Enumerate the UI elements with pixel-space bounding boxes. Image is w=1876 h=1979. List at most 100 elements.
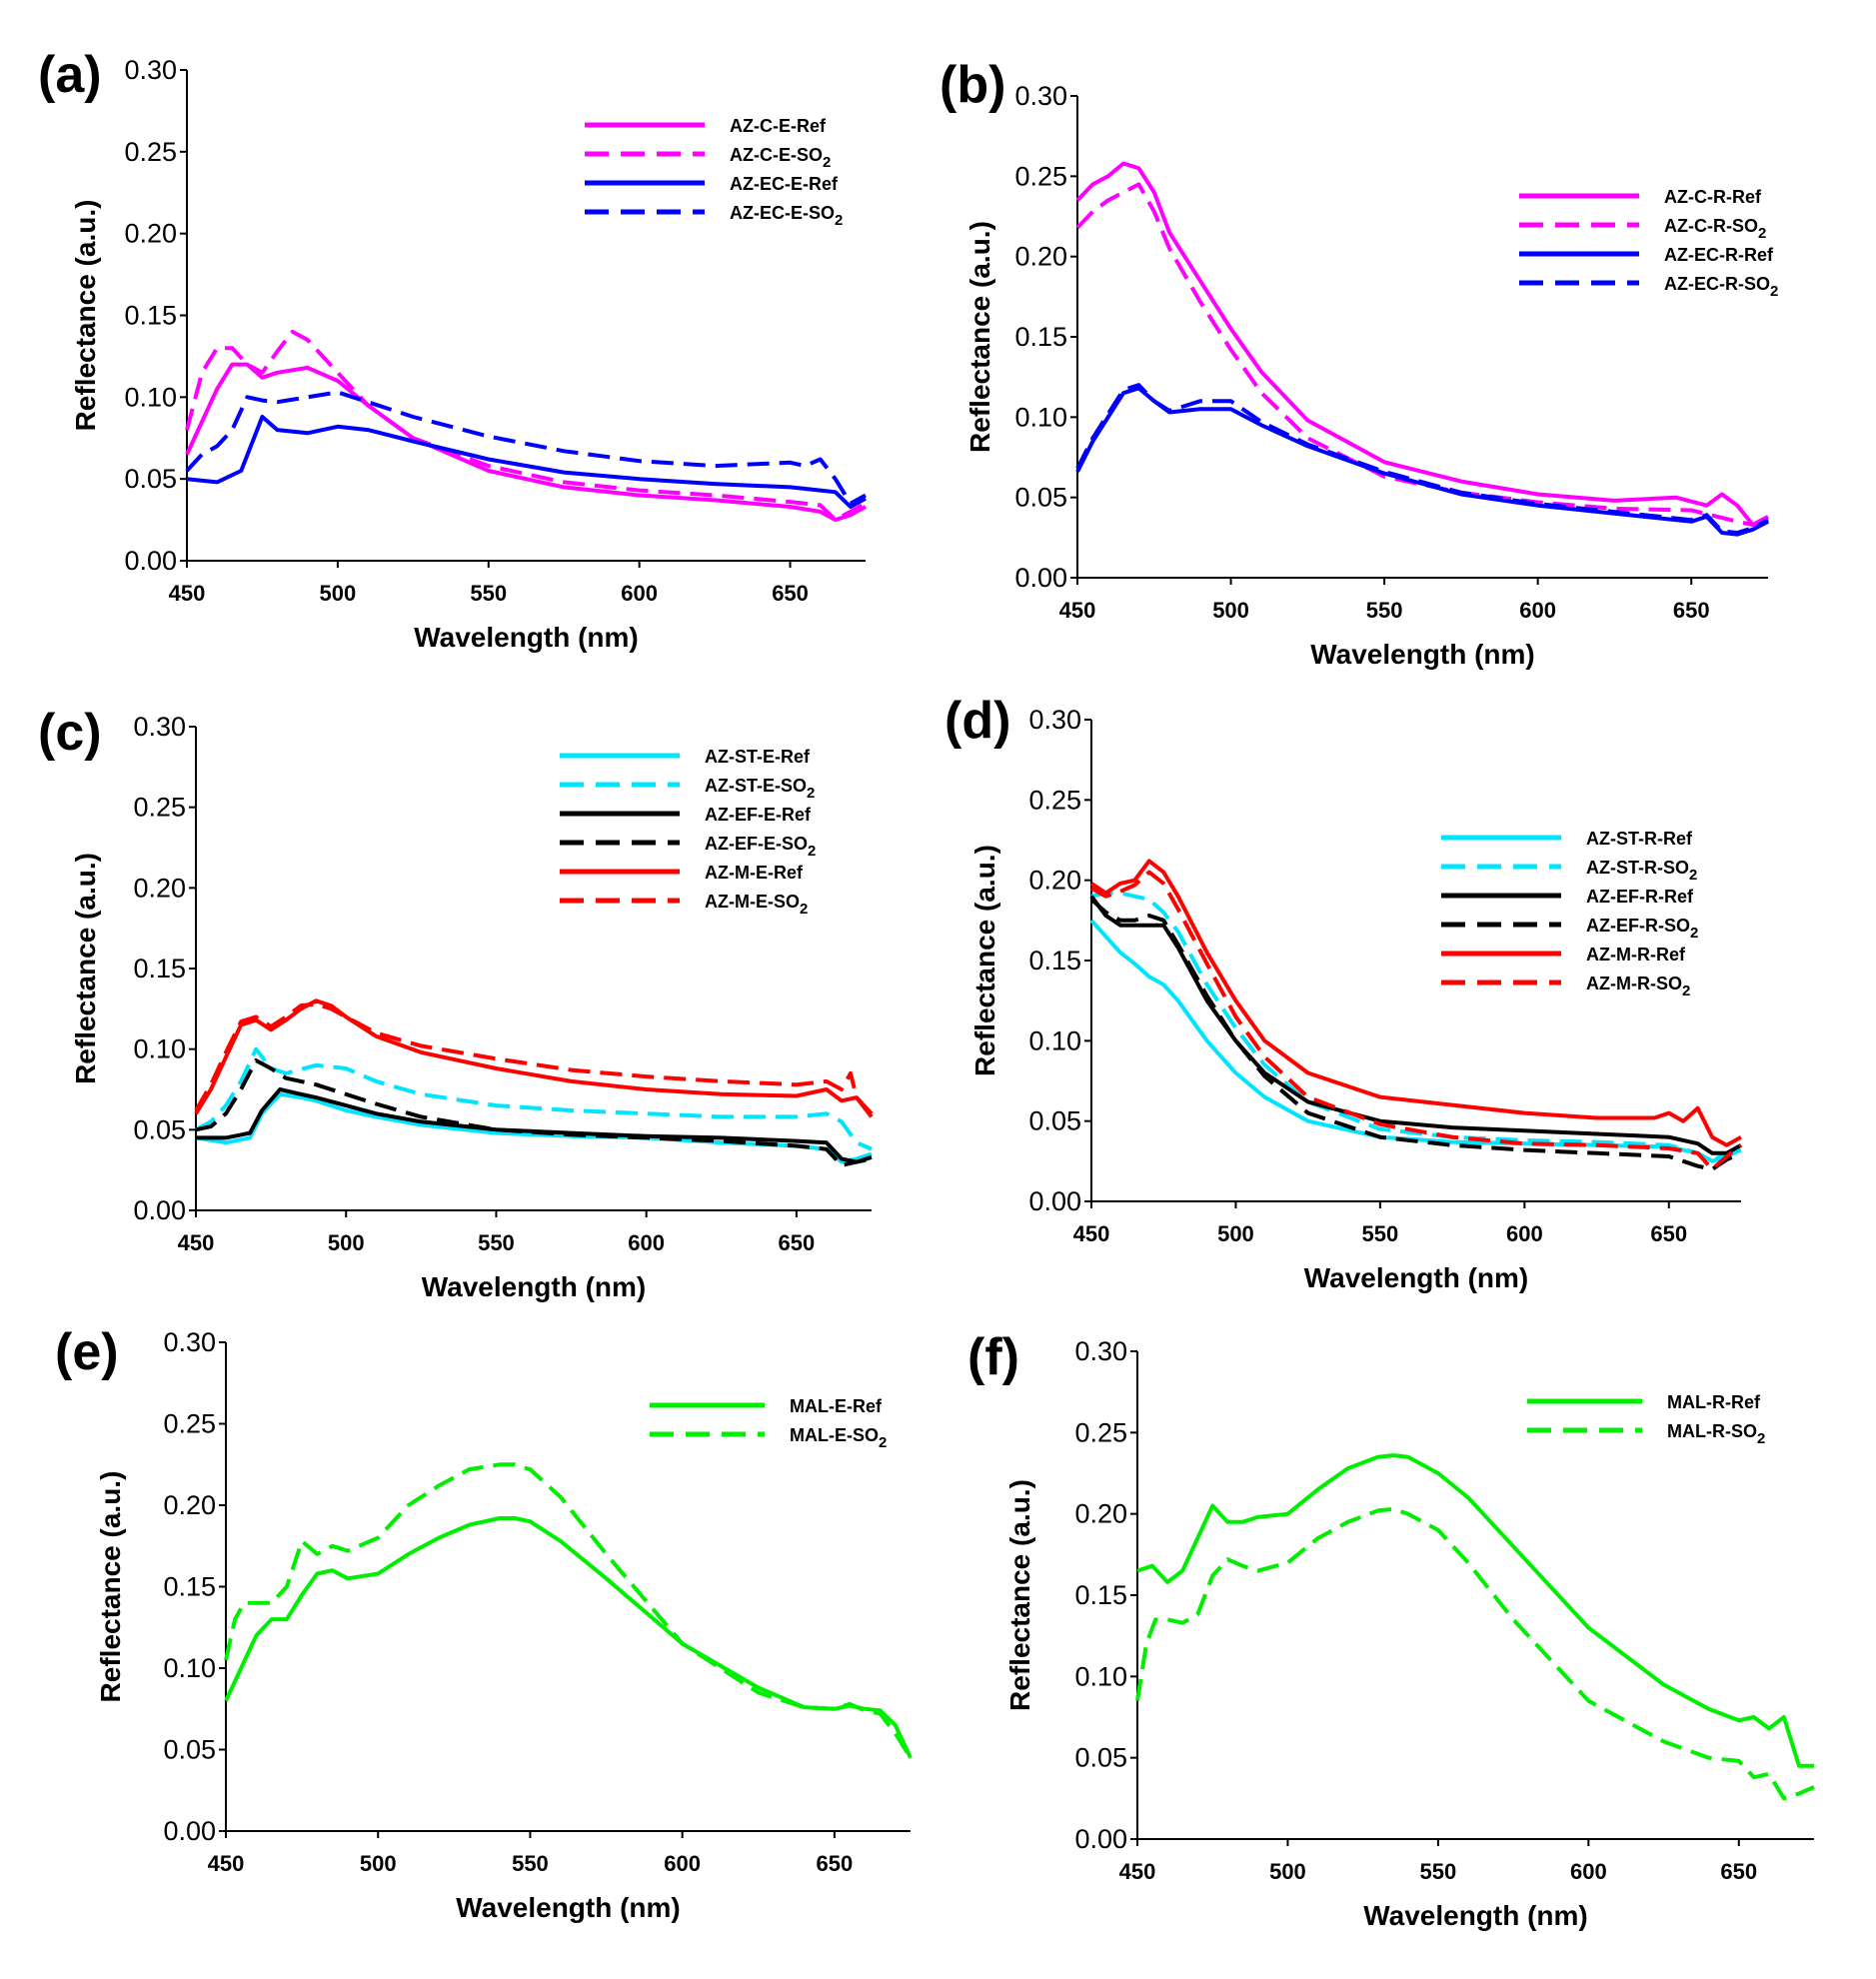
y-tick-label: 0.05 (124, 464, 177, 494)
x-tick-label: 500 (360, 1851, 397, 1876)
legend-subscript: 2 (835, 212, 843, 229)
series-line-az-c-e-so2 (185, 329, 867, 523)
x-tick-label: 600 (621, 581, 658, 606)
legend-subscript: 2 (879, 1434, 887, 1451)
y-tick-label: 0.15 (133, 954, 186, 984)
x-tick-label: 450 (208, 1851, 245, 1876)
legend-subscript: 2 (807, 785, 815, 802)
y-tick-label: 0.25 (1074, 1417, 1127, 1447)
x-tick-label: 650 (1650, 1221, 1687, 1246)
chart-panel-4: (d) 0.00 0.05 0.10 0.15 0.20 0.25 0.30 450 500 550… (944, 692, 1743, 1293)
series-line-mal-r-ref (1136, 1453, 1814, 1768)
legend-label: MAL-E-SO2 (790, 1425, 887, 1451)
legend-label: AZ-EC-E-SO2 (730, 203, 843, 229)
panel-label: (a) (38, 46, 102, 104)
x-axis-title: Wavelength (nm) (1310, 639, 1535, 670)
series-line-az-m-r-ref (1089, 859, 1742, 1147)
panel-label: (b) (939, 56, 1005, 114)
x-tick-label: 500 (320, 581, 357, 606)
x-axis-title: Wavelength (nm) (1304, 1262, 1529, 1293)
y-axis-title: Reflectance (a.u.) (70, 200, 101, 432)
chart-panel-5: (e) 0.00 0.05 0.10 0.15 0.20 0.25 0.30 450 500 550… (55, 1323, 913, 1923)
legend-subscript: 2 (1770, 283, 1778, 300)
legend-label: AZ-EC-E-Ref (730, 174, 839, 194)
series-line-az-m-r-so2 (1090, 870, 1743, 1171)
y-tick-label: 0.30 (133, 712, 186, 742)
x-tick-label: 550 (1362, 1221, 1399, 1246)
legend-label: AZ-ST-R-Ref (1586, 829, 1693, 849)
legend-label: AZ-C-E-Ref (730, 116, 827, 136)
y-tick-label: 0.30 (1014, 81, 1067, 111)
x-tick-label: 550 (1420, 1859, 1457, 1884)
x-tick-label: 500 (328, 1230, 365, 1255)
y-tick-label: 0.30 (1074, 1336, 1127, 1366)
series-line-mal-e-so2 (224, 1462, 913, 1759)
x-tick-label: 450 (1073, 1221, 1110, 1246)
x-tick-label: 600 (664, 1851, 701, 1876)
y-tick-label: 0.20 (163, 1490, 216, 1520)
series-line-az-c-r-so2 (1075, 182, 1769, 527)
x-tick-label: 650 (817, 1851, 854, 1876)
series-line-az-ef-r-ref (1089, 895, 1742, 1155)
series-line-az-ef-r-so2 (1089, 898, 1742, 1171)
x-tick-label: 450 (178, 1230, 215, 1255)
y-tick-label: 0.15 (1014, 322, 1067, 352)
panel-label: (e) (55, 1323, 119, 1381)
series-line-az-ec-e-ref (186, 415, 867, 509)
x-tick-label: 550 (512, 1851, 549, 1876)
y-tick-label: 0.15 (1074, 1580, 1127, 1610)
y-tick-label: 0.10 (124, 382, 177, 412)
x-axis-title: Wavelength (nm) (414, 622, 639, 653)
x-tick-label: 550 (1366, 598, 1403, 623)
y-tick-label: 0.15 (163, 1572, 216, 1602)
chart-panel-1: (a) 0.00 0.05 0.10 0.15 0.20 0.25 0.30 450 500 550… (38, 46, 867, 653)
series-line-mal-r-so2 (1135, 1506, 1815, 1801)
panel-label: (c) (38, 704, 102, 762)
legend-label: AZ-C-E-SO2 (730, 145, 831, 171)
x-axis-title: Wavelength (nm) (456, 1892, 681, 1923)
y-tick-label: 0.00 (163, 1816, 216, 1846)
y-tick-label: 0.25 (124, 137, 177, 167)
legend-label: MAL-R-SO2 (1667, 1421, 1765, 1447)
series-line-az-ef-e-so2 (195, 1058, 873, 1167)
chart-panel-6: (f) 0.00 0.05 0.10 0.15 0.20 0.25 0.30 450 500 550… (967, 1328, 1815, 1931)
legend-subscript: 2 (1757, 1430, 1765, 1447)
y-tick-label: 0.00 (1074, 1824, 1127, 1854)
y-tick-label: 0.20 (133, 873, 186, 903)
y-tick-label: 0.15 (1028, 946, 1081, 976)
series-line-az-st-e-so2 (195, 1046, 873, 1151)
y-tick-label: 0.15 (124, 301, 177, 331)
y-tick-label: 0.10 (1028, 1025, 1081, 1055)
legend-label: AZ-EF-E-Ref (705, 805, 812, 825)
y-tick-label: 0.00 (133, 1195, 186, 1225)
legend-label: AZ-M-R-SO2 (1586, 974, 1690, 999)
series-line-az-ec-r-so2 (1075, 383, 1769, 535)
y-tick-label: 0.25 (1014, 161, 1067, 191)
y-axis-title: Reflectance (a.u.) (969, 845, 1000, 1076)
panel-label: (f) (967, 1328, 1019, 1386)
x-tick-label: 650 (1673, 598, 1710, 623)
y-axis-title: Reflectance (a.u.) (95, 1471, 126, 1703)
y-tick-label: 0.00 (124, 546, 177, 576)
x-tick-label: 450 (1059, 598, 1096, 623)
legend-label: MAL-E-Ref (790, 1396, 883, 1416)
x-tick-label: 600 (1570, 1859, 1607, 1884)
x-tick-label: 550 (478, 1230, 515, 1255)
y-tick-label: 0.20 (124, 219, 177, 249)
x-tick-label: 500 (1212, 598, 1249, 623)
x-tick-label: 600 (628, 1230, 665, 1255)
legend-subscript: 2 (1758, 225, 1766, 242)
y-tick-label: 0.00 (1014, 563, 1067, 593)
legend-label: AZ-EC-R-SO2 (1664, 274, 1778, 300)
series-line-az-st-e-ref (195, 1091, 873, 1164)
x-tick-label: 500 (1217, 1221, 1254, 1246)
legend-label: AZ-M-E-SO2 (705, 892, 808, 918)
legend-label: AZ-M-E-Ref (705, 863, 804, 883)
legend-label: AZ-ST-R-SO2 (1586, 858, 1697, 884)
y-tick-label: 0.05 (133, 1114, 186, 1144)
legend-label: AZ-C-R-SO2 (1664, 216, 1766, 242)
chart-panel-2: (b) 0.00 0.05 0.10 0.15 0.20 0.25 0.30 450 500 550… (939, 56, 1778, 670)
y-tick-label: 0.25 (1028, 785, 1081, 815)
legend-label: AZ-M-R-Ref (1586, 945, 1686, 965)
y-axis-title: Reflectance (a.u.) (964, 221, 995, 453)
